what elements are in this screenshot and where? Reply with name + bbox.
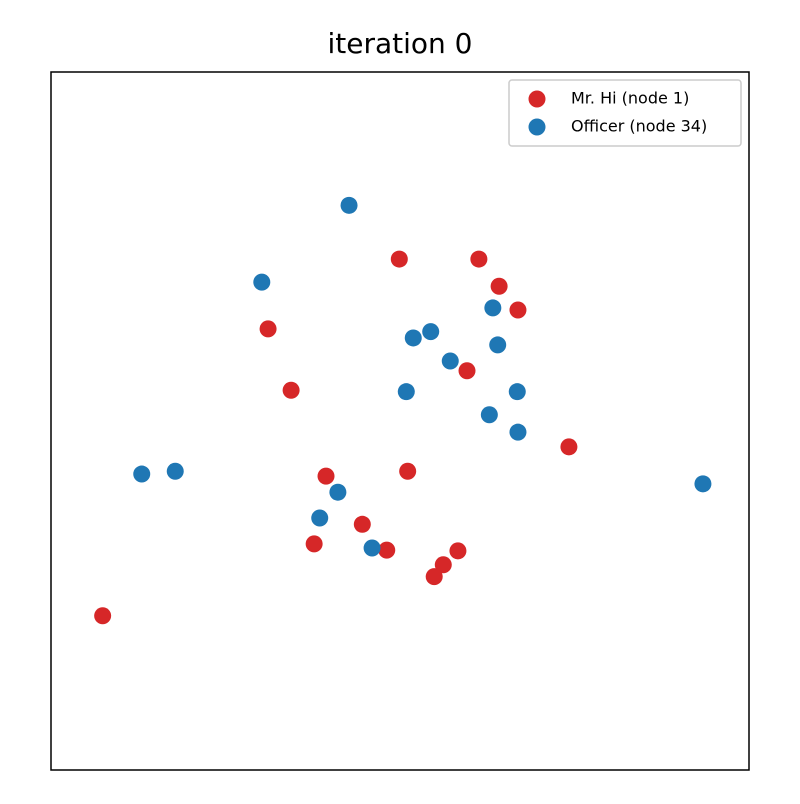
point	[282, 381, 300, 399]
point	[484, 299, 502, 317]
point	[94, 607, 112, 625]
point	[449, 542, 467, 560]
legend-label: Officer (node 34)	[571, 117, 707, 136]
point	[470, 250, 488, 268]
point	[340, 196, 358, 214]
point	[329, 483, 347, 501]
point	[441, 352, 459, 370]
legend-marker	[528, 90, 546, 108]
point	[560, 438, 578, 456]
point	[166, 462, 184, 480]
point	[694, 475, 712, 493]
point	[133, 465, 151, 483]
chart-title: iteration 0	[327, 27, 472, 60]
point	[489, 336, 507, 354]
point	[434, 556, 452, 574]
point	[508, 383, 526, 401]
point	[399, 462, 417, 480]
point	[253, 273, 271, 291]
point	[397, 383, 415, 401]
point	[490, 277, 508, 295]
point	[259, 320, 277, 338]
plot-frame	[50, 71, 750, 771]
legend-label: Mr. Hi (node 1)	[571, 89, 689, 108]
point	[363, 539, 381, 557]
point	[422, 323, 440, 341]
legend-marker	[528, 118, 546, 136]
point	[390, 250, 408, 268]
point	[458, 362, 476, 380]
point	[378, 541, 396, 559]
point	[311, 509, 329, 527]
legend-box	[508, 79, 742, 147]
point	[305, 535, 323, 553]
point	[404, 329, 422, 347]
point	[509, 423, 527, 441]
point	[509, 301, 527, 319]
point	[425, 568, 443, 586]
point	[353, 515, 371, 533]
point	[317, 467, 335, 485]
point	[480, 406, 498, 424]
